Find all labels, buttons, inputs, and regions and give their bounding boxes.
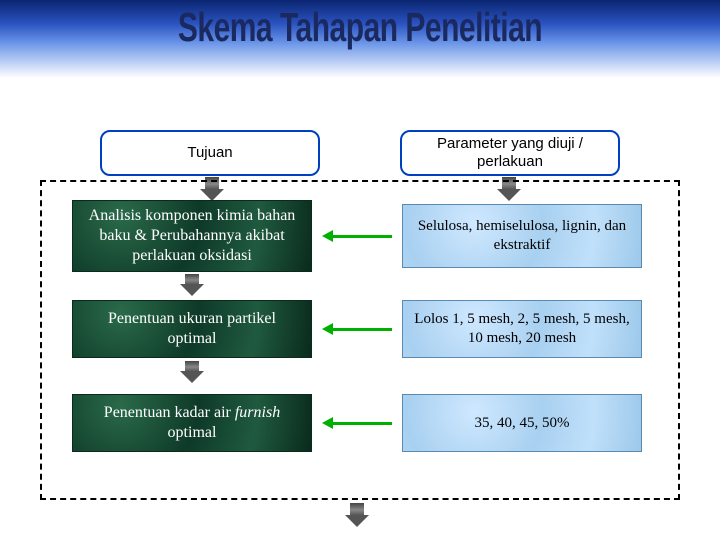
param-box-2: Lolos 1, 5 mesh, 2, 5 mesh, 5 mesh, 10 m… bbox=[402, 300, 642, 358]
goal-box-1: Analisis komponen kimia bahan baku & Per… bbox=[72, 200, 312, 272]
param-box-1: Selulosa, hemiselulosa, lignin, dan ekst… bbox=[402, 204, 642, 268]
arrow-left-icon bbox=[332, 328, 392, 331]
header-left-label: Tujuan bbox=[187, 144, 232, 162]
goal-text-1: Analisis komponen kimia bahan baku & Per… bbox=[83, 206, 301, 266]
goal-box-3: Penentuan kadar air furnish optimal bbox=[72, 394, 312, 452]
header-parameter: Parameter yang diuji / perlakuan bbox=[400, 130, 620, 176]
param-box-3: 35, 40, 45, 50% bbox=[402, 394, 642, 452]
param-text-1: Selulosa, hemiselulosa, lignin, dan ekst… bbox=[413, 217, 631, 255]
arrow-down-icon bbox=[185, 361, 199, 373]
arrow-left-icon bbox=[332, 235, 392, 238]
arrow-down-icon bbox=[185, 274, 199, 286]
goal-text-2: Penentuan ukuran partikel optimal bbox=[83, 309, 301, 349]
goal-text-3: Penentuan kadar air furnish optimal bbox=[83, 403, 301, 443]
param-text-3: 35, 40, 45, 50% bbox=[475, 414, 570, 433]
title-bar: Skema Tahapan Penelitian bbox=[0, 0, 720, 78]
header-tujuan: Tujuan bbox=[100, 130, 320, 176]
dashed-container: Analisis komponen kimia bahan baku & Per… bbox=[40, 180, 680, 500]
goal-box-2: Penentuan ukuran partikel optimal bbox=[72, 300, 312, 358]
arrow-left-icon bbox=[332, 422, 392, 425]
arrow-down-icon bbox=[350, 503, 364, 517]
header-right-label: Parameter yang diuji / perlakuan bbox=[408, 135, 612, 171]
param-text-2: Lolos 1, 5 mesh, 2, 5 mesh, 5 mesh, 10 m… bbox=[413, 310, 631, 348]
page-title: Skema Tahapan Penelitian bbox=[178, 6, 542, 52]
